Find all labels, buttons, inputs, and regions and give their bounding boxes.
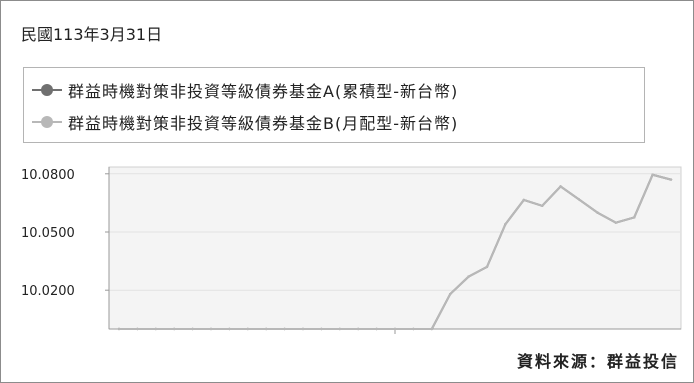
data-point-s1-28 [633, 216, 636, 219]
data-point-s1-2 [154, 327, 157, 331]
y-tick-label-0: 10.0800 [21, 168, 75, 183]
chart-legend: 群益時機對策非投資等級債券基金A(累積型-新台幣) 群益時機對策非投資等級債券基… [23, 67, 645, 143]
data-point-s1-13 [357, 327, 360, 331]
data-point-s1-5 [209, 327, 213, 331]
data-point-s1-10 [301, 327, 305, 331]
data-point-s1-16 [412, 327, 415, 331]
data-point-s1-24 [559, 185, 562, 188]
legend-item-series-b[interactable]: 群益時機對策非投資等級債券基金B(月配型-新台幣) [30, 110, 458, 134]
data-point-s1-22 [522, 198, 525, 202]
y-tick-label-2: 10.0200 [21, 284, 75, 299]
data-point-s1-18 [449, 292, 452, 296]
data-point-s1-21 [504, 223, 507, 226]
data-point-s1-8 [265, 327, 268, 331]
data-point-s1-20 [485, 265, 489, 269]
date-label: 民國113年3月31日 [21, 25, 163, 44]
data-point-s1-29 [651, 173, 654, 176]
data-point-s1-19 [467, 275, 470, 278]
plot-area [108, 166, 682, 330]
legend-marker-series-a [30, 80, 68, 100]
legend-label-series-b: 群益時機對策非投資等級債券基金B(月配型-新台幣) [68, 114, 459, 133]
data-point-s1-26 [596, 211, 599, 214]
data-point-s1-6 [228, 327, 231, 331]
legend-item-series-a[interactable]: 群益時機對策非投資等級債券基金A(累積型-新台幣) [30, 78, 458, 102]
data-point-s1-7 [246, 327, 249, 331]
source-label: 資料來源：群益投信 [516, 352, 679, 371]
data-point-s1-3 [173, 327, 176, 331]
data-point-s1-12 [338, 327, 341, 331]
data-point-s1-23 [541, 204, 544, 208]
data-point-s1-27 [614, 221, 617, 224]
data-point-s1-15 [393, 327, 397, 331]
legend-label-series-a: 群益時機對策非投資等級債券基金A(累積型-新台幣) [68, 82, 459, 101]
y-tick-label-1: 10.0500 [21, 226, 75, 241]
legend-marker-series-b [30, 112, 68, 132]
data-point-s1-9 [283, 327, 286, 331]
line-chart: 10.0800 10.0500 10.0200 [21, 166, 682, 334]
data-point-s1-11 [320, 327, 323, 331]
data-point-s1-25 [577, 198, 581, 201]
data-point-s1-14 [375, 327, 378, 331]
data-point-s1-4 [191, 327, 194, 331]
data-point-s1-0 [117, 327, 121, 331]
data-point-s1-30 [669, 178, 673, 181]
data-point-s1-1 [136, 327, 139, 331]
data-point-s1-17 [430, 327, 433, 331]
